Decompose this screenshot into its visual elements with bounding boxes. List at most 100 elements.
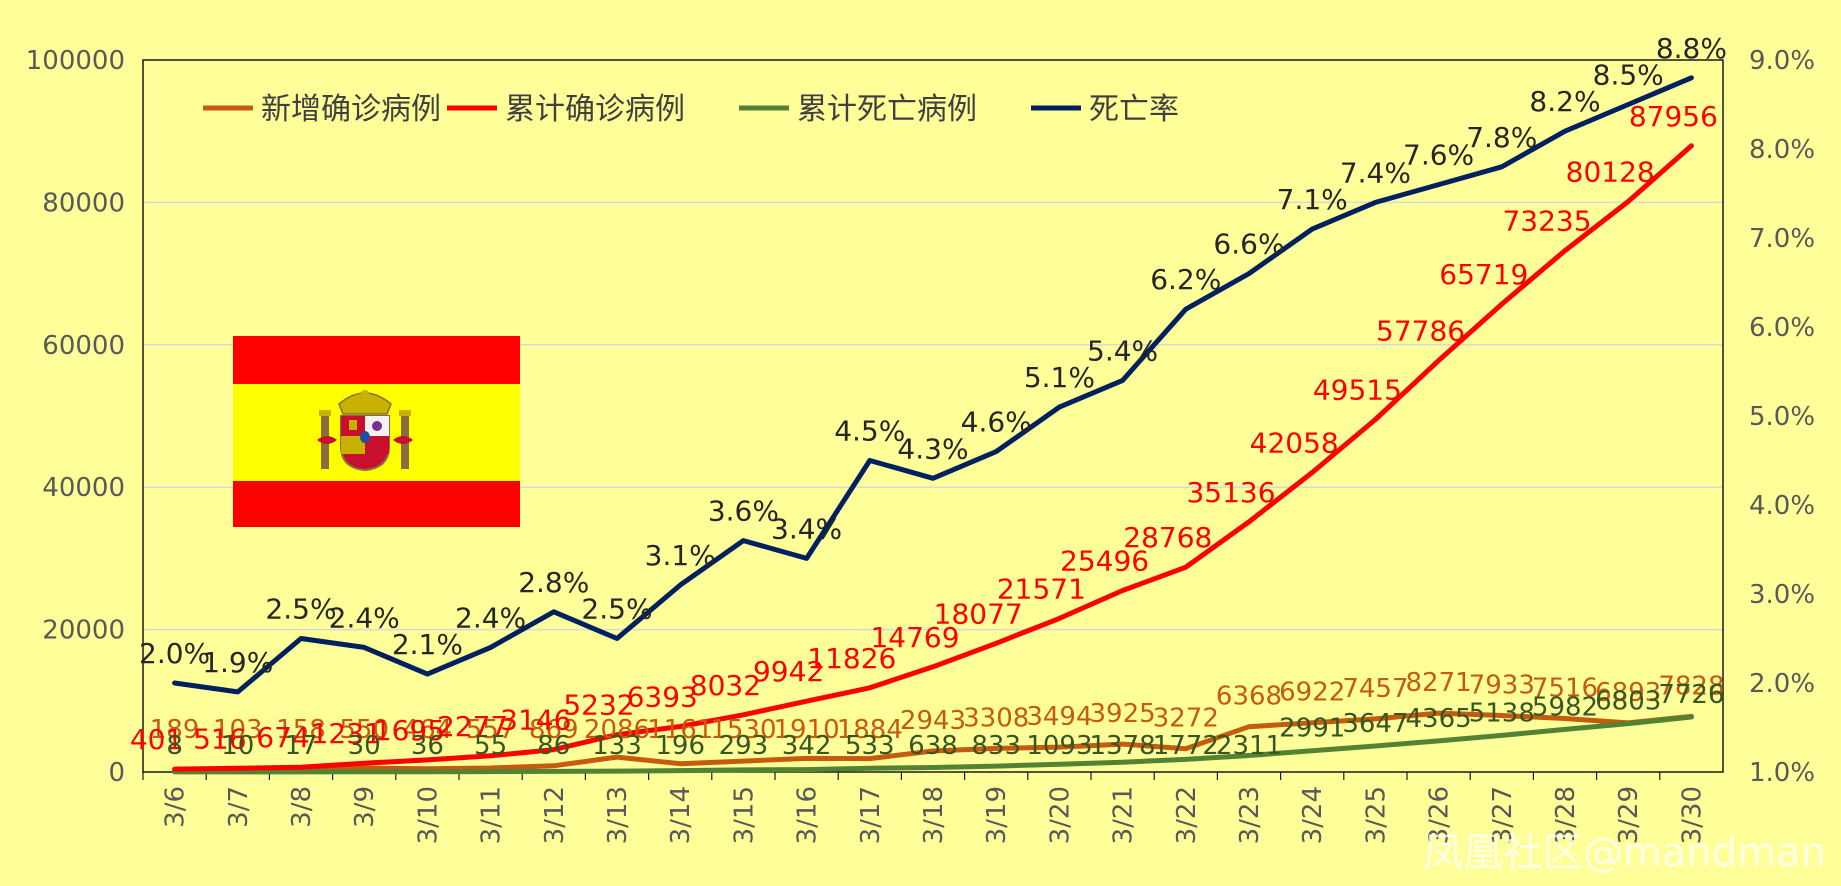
data-label: 2.8%: [518, 566, 589, 599]
data-label: 42058: [1250, 427, 1339, 460]
x-tick-label: 3/28: [1551, 786, 1581, 844]
x-tick-label: 3/18: [919, 786, 949, 844]
data-label: 464: [403, 715, 453, 745]
series-line: [172, 75, 1694, 695]
data-label: 8.5%: [1593, 59, 1664, 92]
data-label: 36: [411, 731, 444, 761]
y2-tick-label: 6.0%: [1749, 313, 1815, 343]
x-tick-label: 3/9: [350, 786, 380, 828]
data-label: 1772: [1153, 731, 1219, 761]
data-label: 6893: [1595, 678, 1661, 708]
data-label: 57786: [1376, 315, 1465, 348]
x-tick-label: 3/13: [603, 786, 633, 844]
data-label: 638: [908, 731, 958, 761]
data-label: 7933: [1469, 671, 1535, 701]
x-tick-label: 3/20: [1045, 786, 1075, 844]
right-y-axis: 1.0% 2.0% 3.0% 4.0% 5.0% 6.0% 7.0% 8.0% 9.0%: [1749, 46, 1815, 788]
data-label: 833: [971, 731, 1021, 761]
data-label: 2311: [1216, 731, 1282, 761]
x-tick-label: 3/8: [287, 786, 317, 828]
data-labels: 189 103 158 550 464 557 869 2086116115301910188…: [130, 32, 1727, 761]
series-line: [172, 714, 1694, 775]
data-label: 3272: [1153, 704, 1219, 734]
data-label: 4.3%: [897, 432, 968, 465]
data-label: 6.6%: [1213, 228, 1284, 261]
data-label: 8.8%: [1656, 32, 1727, 65]
data-label: 9942: [753, 655, 824, 688]
y2-tick-label: 1.0%: [1749, 758, 1815, 788]
data-label: 1.9%: [202, 646, 273, 679]
data-label: 2991: [1279, 714, 1345, 744]
series-line: [172, 143, 1694, 772]
y2-tick-label: 2.0%: [1749, 669, 1815, 699]
data-label: 2.5%: [581, 593, 652, 626]
data-label: 869: [529, 715, 579, 745]
x-tick-label: 3/25: [1361, 786, 1391, 844]
left-y-axis: 0 20000 40000 60000 80000 100000: [26, 46, 125, 788]
x-tick-label: 3/11: [477, 786, 507, 844]
x-axis: 3/6 3/7 3/8 3/9 3/10 3/11 3/12 3/13 3/14 3/15 3/16…: [142, 772, 1707, 844]
data-label: 11826: [807, 642, 896, 675]
data-label: 2277: [437, 710, 508, 743]
x-tick-label: 3/6: [161, 786, 191, 828]
data-label: 1695: [374, 714, 445, 747]
series-lines: [172, 75, 1694, 775]
data-label: 73235: [1502, 205, 1591, 238]
legend-label: 新增确诊病例: [261, 92, 441, 127]
data-label: 86: [537, 731, 570, 761]
data-label: 80128: [1566, 155, 1655, 188]
data-label: 4.6%: [961, 406, 1032, 439]
data-label: 1161: [647, 715, 713, 745]
data-label: 133: [592, 731, 642, 761]
legend: 新增确诊病例 累计确诊病例 累计死亡病例 死亡率: [203, 92, 1179, 127]
data-label: 1530: [710, 715, 776, 745]
data-label: 3.4%: [771, 512, 842, 545]
y-tick-label: 40000: [42, 473, 125, 503]
data-label: 3647: [1342, 709, 1408, 739]
data-label: 6368: [1216, 682, 1282, 712]
data-label: 293: [719, 731, 769, 761]
data-label: 2943: [900, 706, 966, 736]
y-tick-label: 20000: [42, 616, 125, 646]
data-label: 35136: [1186, 476, 1275, 509]
x-tick-label: 3/14: [666, 786, 696, 844]
data-label: 6803: [1595, 687, 1661, 717]
spain-coat-of-arms-icon: [317, 390, 413, 472]
data-label: 55: [474, 731, 507, 761]
data-label: 2.0%: [139, 637, 210, 670]
data-label: 196: [655, 731, 705, 761]
data-label: 6922: [1279, 678, 1345, 708]
data-label: 557: [466, 715, 516, 745]
data-label: 7.6%: [1403, 139, 1474, 172]
data-label: 550: [339, 715, 389, 745]
data-label: 3146: [500, 704, 571, 737]
data-label: 1231: [311, 717, 382, 750]
data-label: 6393: [627, 680, 698, 713]
data-label: 674: [256, 721, 309, 754]
data-label: 21571: [997, 572, 1086, 605]
x-tick-label: 3/30: [1677, 786, 1707, 844]
x-tick-label: 3/16: [793, 786, 823, 844]
data-label: 189: [150, 715, 200, 745]
data-label: 5.4%: [1087, 334, 1158, 367]
data-label: 8271: [1406, 668, 1472, 698]
y2-tick-label: 8.0%: [1749, 135, 1815, 165]
series-line: [172, 710, 1694, 774]
data-label: 2.4%: [329, 601, 400, 634]
y2-tick-label: 5.0%: [1749, 402, 1815, 432]
legend-label: 累计死亡病例: [797, 92, 977, 127]
x-tick-label: 3/17: [856, 786, 886, 844]
flag-stripe-bottom: [233, 481, 520, 527]
data-label: 7726: [1658, 680, 1724, 710]
x-tick-label: 3/15: [729, 786, 759, 844]
y2-tick-label: 3.0%: [1749, 580, 1815, 610]
data-label: 5.1%: [1024, 361, 1095, 394]
y2-tick-label: 4.0%: [1749, 491, 1815, 521]
x-tick-label: 3/12: [540, 786, 570, 844]
data-label: 5232: [563, 689, 634, 722]
x-tick-label: 3/21: [1109, 786, 1139, 844]
data-label: 25496: [1060, 544, 1149, 577]
data-label: 14769: [870, 621, 959, 654]
y-tick-label: 80000: [42, 188, 125, 218]
